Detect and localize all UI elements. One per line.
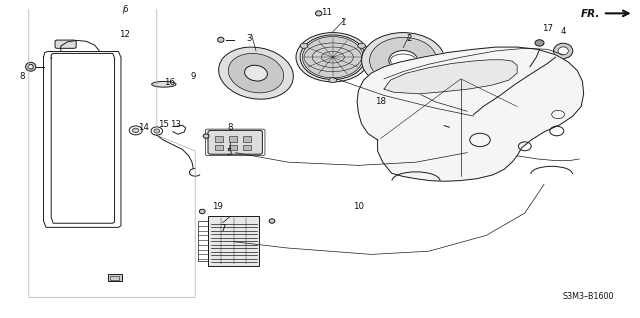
Bar <box>243 145 251 150</box>
Text: 2: 2 <box>407 34 412 43</box>
Ellipse shape <box>535 40 544 46</box>
Text: 11: 11 <box>321 8 332 17</box>
Ellipse shape <box>303 37 364 78</box>
Ellipse shape <box>296 33 370 82</box>
Text: S3M3–B1600: S3M3–B1600 <box>563 292 614 301</box>
Text: 4: 4 <box>561 27 566 36</box>
Bar <box>208 216 259 266</box>
Ellipse shape <box>28 65 33 69</box>
Ellipse shape <box>219 47 293 99</box>
Ellipse shape <box>228 53 284 93</box>
Polygon shape <box>357 47 584 181</box>
Ellipse shape <box>200 209 205 214</box>
Text: 6: 6 <box>122 5 127 14</box>
Ellipse shape <box>558 47 568 55</box>
Text: 13: 13 <box>170 120 182 128</box>
Text: 8: 8 <box>20 72 25 81</box>
Ellipse shape <box>204 134 209 138</box>
Text: 19: 19 <box>212 202 223 211</box>
Bar <box>110 276 119 280</box>
FancyBboxPatch shape <box>55 40 76 48</box>
Text: FR.: FR. <box>581 9 600 19</box>
FancyBboxPatch shape <box>208 130 262 154</box>
Ellipse shape <box>26 62 36 71</box>
Bar <box>229 145 237 150</box>
Ellipse shape <box>152 81 176 87</box>
Ellipse shape <box>300 43 308 48</box>
Ellipse shape <box>269 219 275 223</box>
Bar <box>215 136 223 142</box>
Text: 10: 10 <box>353 202 364 211</box>
Ellipse shape <box>154 129 160 133</box>
Ellipse shape <box>389 51 417 70</box>
Text: 7: 7 <box>220 225 225 233</box>
Ellipse shape <box>362 32 445 88</box>
Text: 17: 17 <box>541 24 553 33</box>
Text: 9: 9 <box>191 72 196 81</box>
Bar <box>229 136 237 142</box>
Text: 15: 15 <box>157 120 169 128</box>
Ellipse shape <box>329 78 337 83</box>
Ellipse shape <box>377 86 383 92</box>
Ellipse shape <box>358 43 365 48</box>
Text: 1: 1 <box>340 18 345 27</box>
Text: 3: 3 <box>247 34 252 43</box>
Text: 12: 12 <box>119 31 131 39</box>
Text: 18: 18 <box>375 97 387 106</box>
Text: 14: 14 <box>138 123 150 132</box>
Ellipse shape <box>370 37 437 83</box>
Ellipse shape <box>554 43 573 59</box>
Bar <box>243 136 251 142</box>
Polygon shape <box>384 60 517 94</box>
Text: 8: 8 <box>228 123 233 132</box>
Ellipse shape <box>132 128 139 133</box>
Ellipse shape <box>316 11 322 16</box>
Bar <box>215 145 223 150</box>
Ellipse shape <box>218 37 224 42</box>
Bar <box>198 221 208 261</box>
Text: 16: 16 <box>164 78 175 87</box>
Ellipse shape <box>244 65 268 81</box>
Bar <box>108 274 122 281</box>
Text: 5: 5 <box>227 148 232 157</box>
